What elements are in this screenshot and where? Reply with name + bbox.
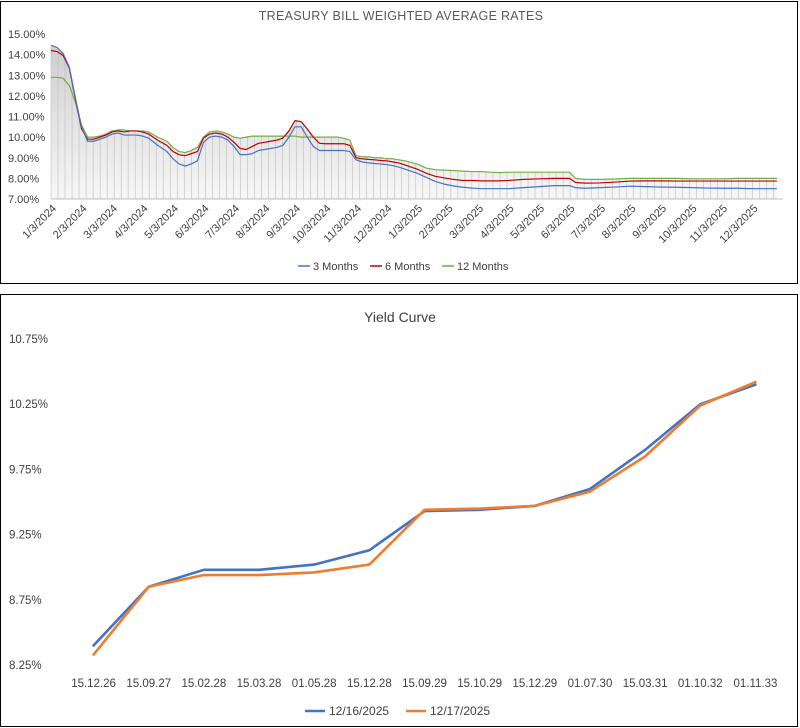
chart1-y-tick-label: 9.00%	[8, 153, 39, 165]
chart1-title: TREASURY BILL WEIGHTED AVERAGE RATES	[259, 9, 543, 23]
chart2-x-tick-label: 15.02.28	[182, 678, 227, 690]
chart1-y-tick-label: 15.00%	[8, 29, 46, 41]
chart1-y-tick-label: 11.00%	[8, 112, 45, 124]
chart1-legend-label: 12 Months	[457, 261, 509, 273]
chart2-x-tick-label: 15.12.26	[71, 678, 116, 690]
chart2-y-tick-label: 10.75%	[9, 334, 48, 346]
chart2-x-tick-label: 01.11.33	[733, 678, 777, 690]
chart2-legend-label: 12/17/2025	[430, 704, 490, 718]
chart2-y-tick-label: 8.75%	[9, 595, 42, 607]
chart2-x-tick-label: 15.03.31	[623, 678, 668, 690]
yield-curve-chart: Yield Curve 10.75% 10.25% 9.75% 9.25% 8.75% 8…	[9, 309, 777, 718]
chart1-line-12-months	[51, 76, 777, 181]
chart1-area-fill	[51, 45, 777, 199]
chart1-y-tick-label: 13.00%	[8, 70, 46, 82]
chart2-line-12-16-2025	[92, 383, 757, 647]
chart2-x-tick-label: 15.12.29	[512, 678, 557, 690]
yield-curve-chart-panel: Yield Curve 10.75% 10.25% 9.75% 9.25% 8.75% 8…	[0, 294, 798, 727]
chart1-line-3-months	[50, 44, 777, 190]
chart2-x-axis: 15.12.26 15.09.27 15.02.28 15.03.28 01.05.28…	[71, 678, 777, 690]
chart1-legend-label: 6 Months	[385, 261, 431, 273]
chart1-legend-item: 6 Months	[370, 261, 431, 273]
treasury-bill-chart-panel: TREASURY BILL WEIGHTED AVERAGE RATES 15.…	[0, 1, 798, 284]
chart2-legend-item: 12/17/2025	[406, 704, 490, 718]
chart1-legend-item: 3 Months	[298, 261, 359, 273]
chart2-title: Yield Curve	[364, 309, 436, 325]
chart2-y-tick-label: 9.75%	[9, 464, 42, 476]
chart2-x-tick-label: 01.07.30	[568, 678, 613, 690]
chart2-line-12-17-2025	[92, 380, 757, 656]
chart1-y-tick-label: 8.00%	[8, 173, 39, 185]
chart1-y-tick-label: 14.00%	[8, 50, 46, 62]
chart1-area	[51, 45, 777, 199]
chart1-legend-label: 3 Months	[313, 261, 359, 273]
chart1-x-axis: 1/3/20242/3/20243/3/20244/3/20245/3/2024…	[20, 203, 760, 246]
chart2-x-tick-label: 15.09.27	[126, 678, 171, 690]
chart1-line-6-months	[50, 49, 777, 184]
chart2-x-tick-label: 01.05.28	[292, 678, 337, 690]
chart2-x-tick-label: 15.10.29	[457, 678, 502, 690]
chart1-y-axis: 15.00% 14.00% 13.00% 12.00% 11.00% 10.00% 9.00…	[8, 29, 46, 206]
chart2-y-tick-label: 9.25%	[9, 530, 42, 542]
chart2-x-tick-label: 15.12.28	[347, 678, 392, 690]
chart2-legend-item: 12/16/2025	[305, 704, 389, 718]
chart2-y-tick-label: 8.25%	[9, 660, 42, 672]
treasury-bill-chart: TREASURY BILL WEIGHTED AVERAGE RATES 15.…	[8, 9, 783, 273]
chart2-x-tick-label: 01.10.32	[678, 678, 723, 690]
chart1-y-tick-label: 7.00%	[8, 194, 39, 206]
chart1-series-lines	[50, 44, 777, 190]
chart2-x-tick-label: 15.09.29	[402, 678, 447, 690]
chart2-y-tick-label: 10.25%	[9, 399, 48, 411]
chart1-y-tick-label: 10.00%	[8, 132, 46, 144]
chart2-series-lines	[92, 380, 757, 656]
chart2-legend: 12/16/2025 12/17/2025	[305, 704, 490, 718]
chart1-y-tick-label: 12.00%	[8, 91, 46, 103]
chart2-legend-label: 12/16/2025	[329, 704, 389, 718]
chart2-x-tick-label: 15.03.28	[237, 678, 282, 690]
chart1-legend-item: 12 Months	[442, 261, 509, 273]
chart2-y-axis: 10.75% 10.25% 9.75% 9.25% 8.75% 8.25%	[9, 334, 48, 672]
chart1-legend: 3 Months 6 Months 12 Months	[298, 261, 509, 273]
